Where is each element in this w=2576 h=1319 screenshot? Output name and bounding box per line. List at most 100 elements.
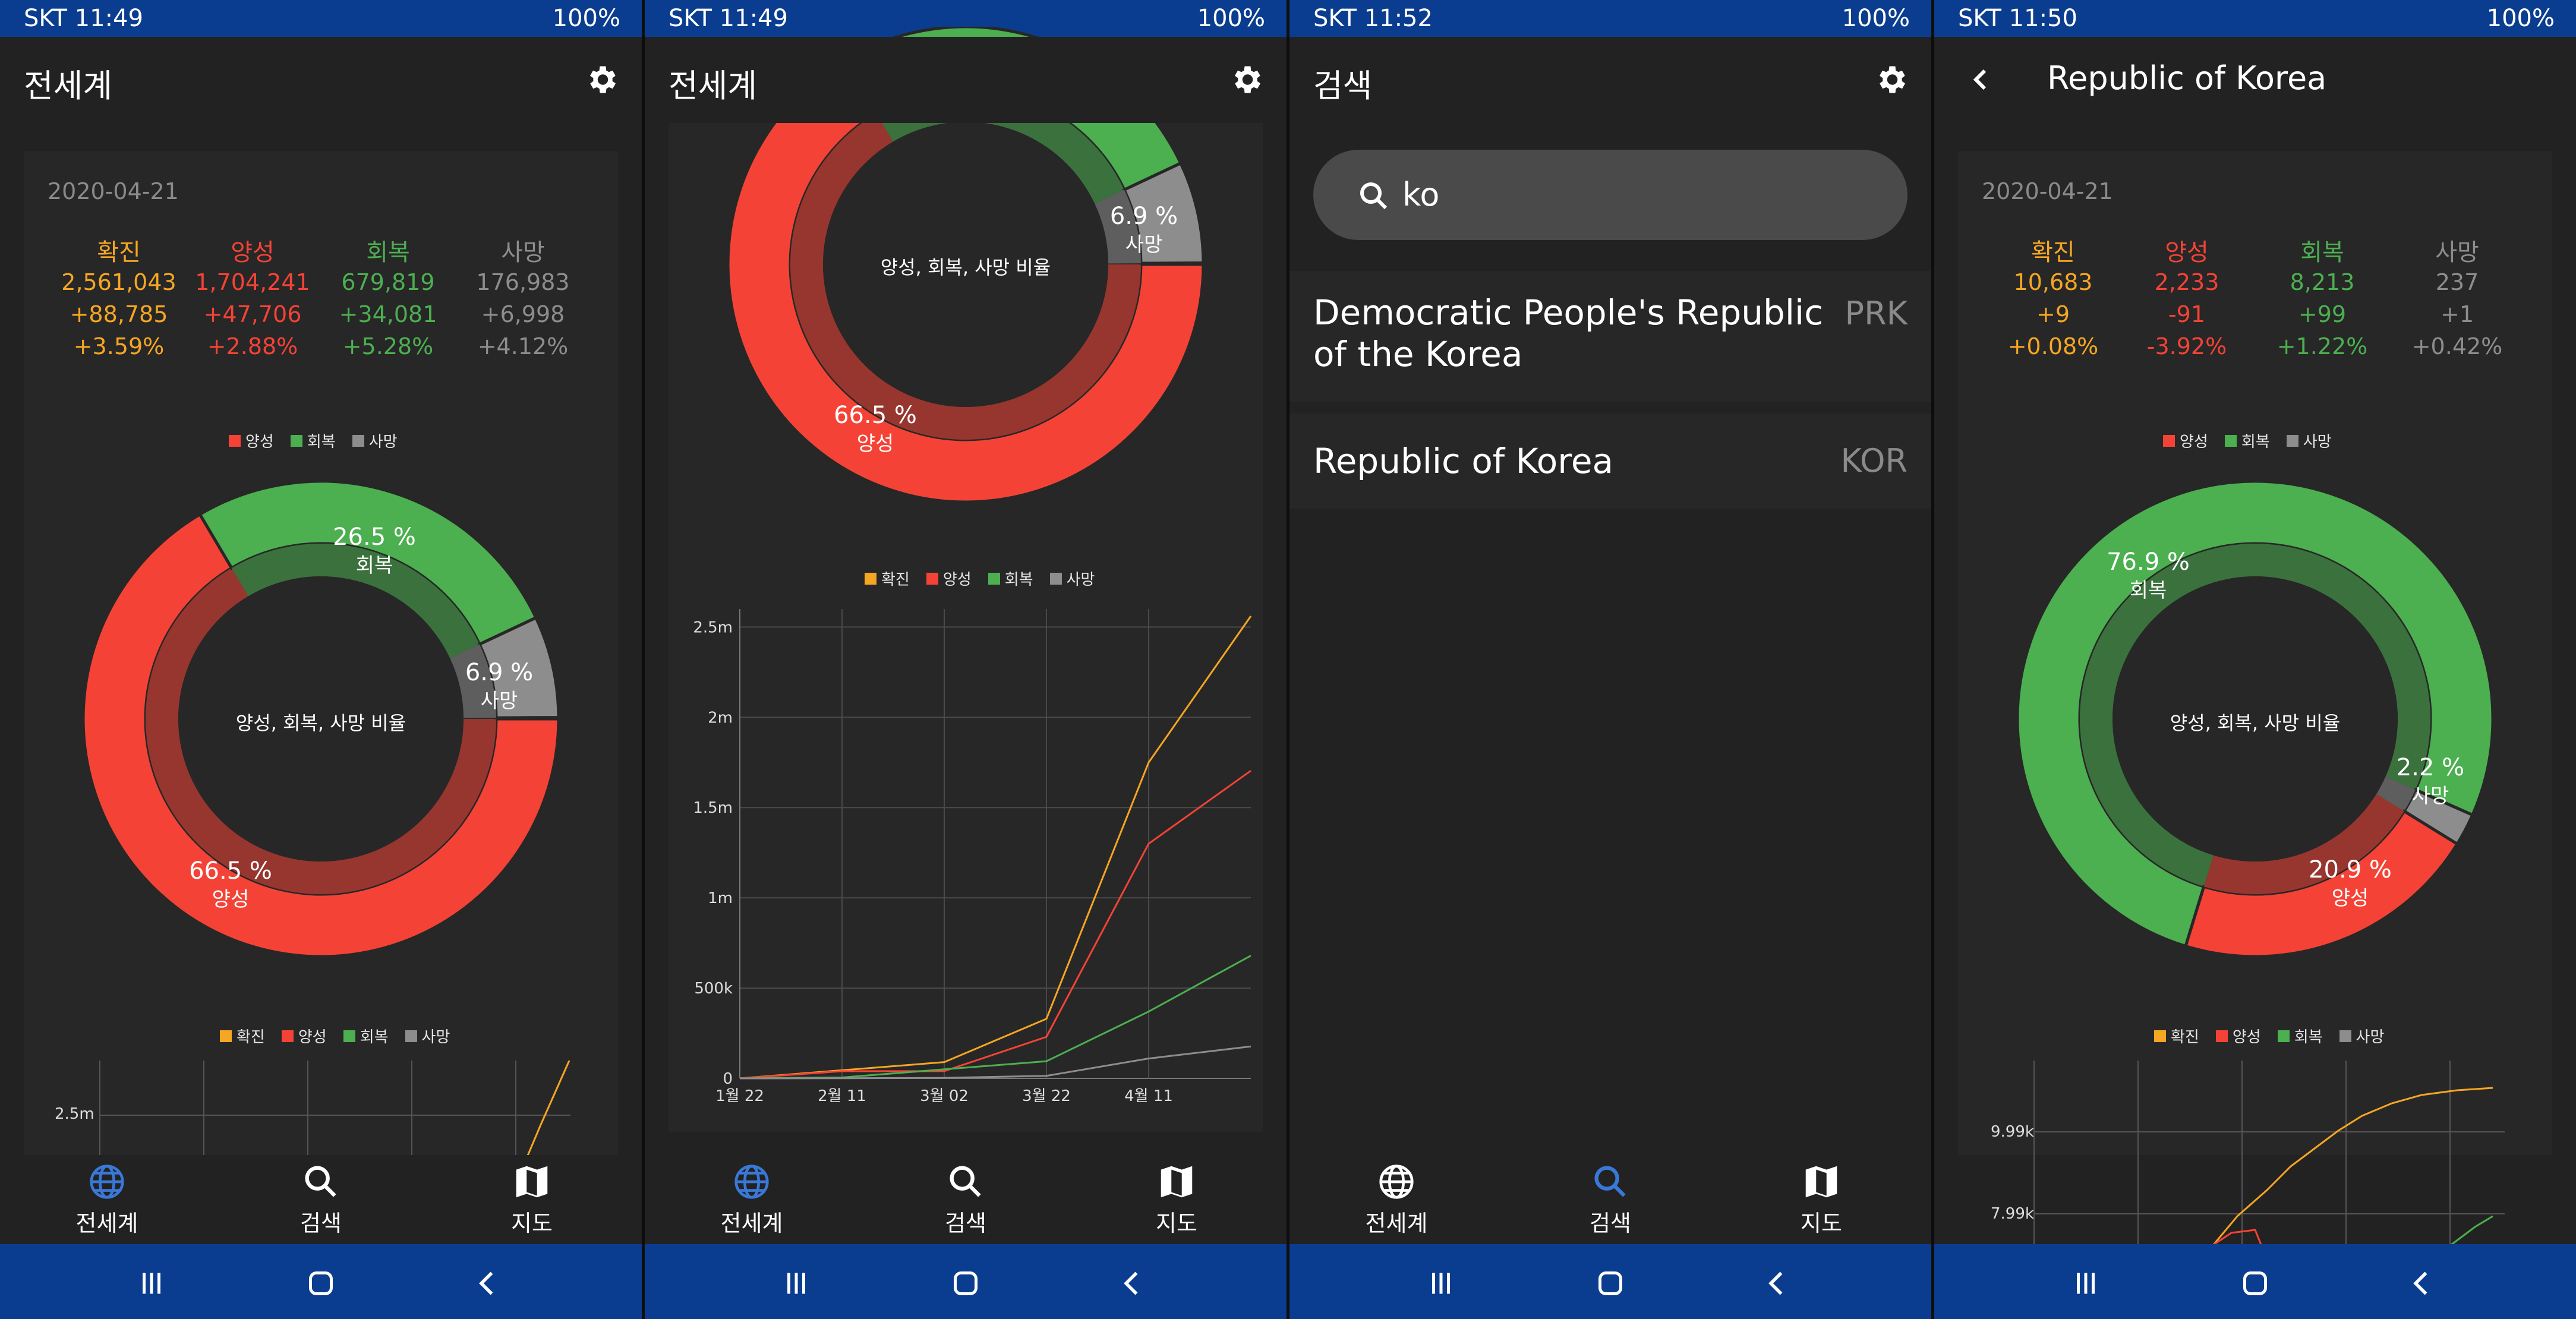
legend-confirmed: 확진 <box>865 567 910 589</box>
home-icon[interactable] <box>948 1266 983 1301</box>
legend-death: 사망 <box>1049 567 1095 589</box>
death-column: 사망 176,983 +6,998 +4.12% <box>455 233 591 362</box>
recents-icon[interactable] <box>134 1266 169 1301</box>
nav-map[interactable]: 지도 <box>472 1161 591 1238</box>
y-tick-label: 2.5m <box>55 1105 94 1123</box>
status-battery: 100% <box>1197 5 1265 32</box>
status-time: SKT 11:49 <box>24 5 143 32</box>
app-bar: 검색 <box>1289 37 1931 126</box>
back-arrow-icon[interactable] <box>1964 62 2000 97</box>
search-icon <box>950 1166 981 1197</box>
home-icon[interactable] <box>1593 1266 1628 1301</box>
line-chart-preview <box>2033 1061 2505 1245</box>
confirmed-rate: +3.59% <box>73 333 165 359</box>
back-icon[interactable] <box>2404 1266 2439 1301</box>
nav-search-label: 검색 <box>300 1210 342 1236</box>
confirmed-delta: +88,785 <box>70 301 168 327</box>
death-header: 사망 <box>501 239 545 266</box>
result-country-name: Republic of Korea <box>1313 441 1614 481</box>
gear-icon[interactable] <box>584 62 619 97</box>
nav-map-label: 지도 <box>1156 1210 1197 1236</box>
confirmed-header: 확진 <box>97 239 141 266</box>
app-bar: 전세계 <box>645 37 1287 123</box>
back-icon[interactable] <box>1114 1266 1150 1301</box>
status-battery: 100% <box>1842 5 1910 32</box>
donut-hole <box>823 122 1108 407</box>
status-bar: SKT 11:49 100% <box>0 0 642 37</box>
screen-search: SKT 11:52 100% 검색 ko Democratic People's… <box>1289 0 1931 1319</box>
death-total: 237 <box>2435 269 2479 295</box>
map-icon <box>1805 1166 1837 1198</box>
donut-center-label: 양성, 회복, 사망 비율 <box>235 712 406 734</box>
nav-world[interactable]: 전세계 <box>1337 1161 1456 1238</box>
nav-world[interactable]: 전세계 <box>48 1161 166 1238</box>
legend-positive: 양성 <box>281 1025 327 1047</box>
bottom-nav: 전세계 검색 지도 <box>645 1155 1287 1244</box>
confirmed-total: 10,683 <box>2013 269 2093 295</box>
legend-recovered: 회복 <box>343 1025 389 1047</box>
series-line-양성 <box>739 769 1251 1080</box>
legend-confirmed: 확진 <box>2154 1025 2199 1047</box>
legend-positive: 양성 <box>229 430 274 452</box>
donut-legend: 양성 회복 사망 <box>2163 430 2332 452</box>
legend-recovered: 회복 <box>2224 430 2270 452</box>
back-icon[interactable] <box>1759 1266 1795 1301</box>
search-input[interactable]: ko <box>1313 150 1907 240</box>
line-legend: 확진 양성 회복 사망 <box>220 1025 450 1047</box>
legend-death: 사망 <box>352 430 398 452</box>
y-tick-label: 500k <box>694 980 733 998</box>
y-tick-label: 0 <box>723 1070 733 1088</box>
y-tick-label: 1m <box>708 889 733 907</box>
nav-map[interactable]: 지도 <box>1117 1161 1236 1238</box>
bottom-nav: 전세계 검색 지도 <box>0 1155 642 1244</box>
gear-icon[interactable] <box>1873 62 1909 97</box>
nav-search[interactable]: 검색 <box>1551 1161 1670 1238</box>
line-chart-preview <box>99 1061 570 1156</box>
recovered-delta: +34,081 <box>339 301 437 327</box>
back-icon[interactable] <box>469 1266 505 1301</box>
page-title: Republic of Korea <box>2047 59 2327 97</box>
result-country-code: KOR <box>1840 442 1907 479</box>
search-result-item[interactable]: Republic of Korea KOR <box>1289 414 1931 509</box>
legend-recovered: 회복 <box>290 430 336 452</box>
recents-icon[interactable] <box>778 1266 814 1301</box>
slice-label-recovered: 26.5 % 회복 <box>333 523 416 578</box>
system-nav-bar <box>1289 1244 1931 1319</box>
map-icon <box>1161 1166 1193 1198</box>
positive-rate: +2.88% <box>207 333 298 359</box>
slice-label-death: 6.9 % 사망 <box>465 659 534 713</box>
gear-icon[interactable] <box>1228 62 1264 97</box>
recovered-delta: +99 <box>2298 301 2347 327</box>
nav-map[interactable]: 지도 <box>1762 1161 1881 1238</box>
search-result-item[interactable]: Democratic People's Republic of the Kore… <box>1289 271 1931 402</box>
positive-total: 1,704,241 <box>195 269 310 295</box>
nav-search[interactable]: 검색 <box>261 1161 380 1238</box>
recents-icon[interactable] <box>2068 1266 2104 1301</box>
x-tick-label: 2월 11 <box>818 1087 866 1105</box>
nav-world[interactable]: 전세계 <box>692 1161 811 1238</box>
legend-death: 사망 <box>2286 430 2332 452</box>
status-time: SKT 11:49 <box>669 5 788 32</box>
screen-world-scrolled: SKT 11:49 100% 양성, 회복, 사망 비율 66.5 % 양성 6.… <box>645 0 1287 1319</box>
nav-search[interactable]: 검색 <box>906 1161 1025 1238</box>
stats-date: 2020-04-21 <box>1982 178 2113 204</box>
nav-world-label: 전세계 <box>75 1210 138 1236</box>
status-time: SKT 11:50 <box>1958 5 2077 32</box>
confirmed-column: 확진 10,683 +9 +0.08% <box>1985 233 2121 362</box>
home-icon[interactable] <box>303 1266 339 1301</box>
home-icon[interactable] <box>2237 1266 2273 1301</box>
legend-death: 사망 <box>405 1025 450 1047</box>
donut-legend: 양성 회복 사망 <box>229 430 398 452</box>
donut-hole <box>2112 576 2398 862</box>
positive-column: 양성 2,233 -91 -3.92% <box>2118 233 2255 362</box>
recents-icon[interactable] <box>1423 1266 1459 1301</box>
positive-header: 양성 <box>231 239 275 266</box>
legend-confirmed: 확진 <box>220 1025 265 1047</box>
legend-recovered: 회복 <box>2277 1025 2323 1047</box>
positive-total: 2,233 <box>2154 269 2219 295</box>
series-line-확진 <box>739 615 1252 1080</box>
donut-slice-양성 <box>2183 809 2460 957</box>
donut-slice-inner-사망 <box>1095 190 1141 264</box>
nav-world-label: 전세계 <box>720 1210 783 1236</box>
y-tick-label: 9.99k <box>1991 1123 2034 1141</box>
